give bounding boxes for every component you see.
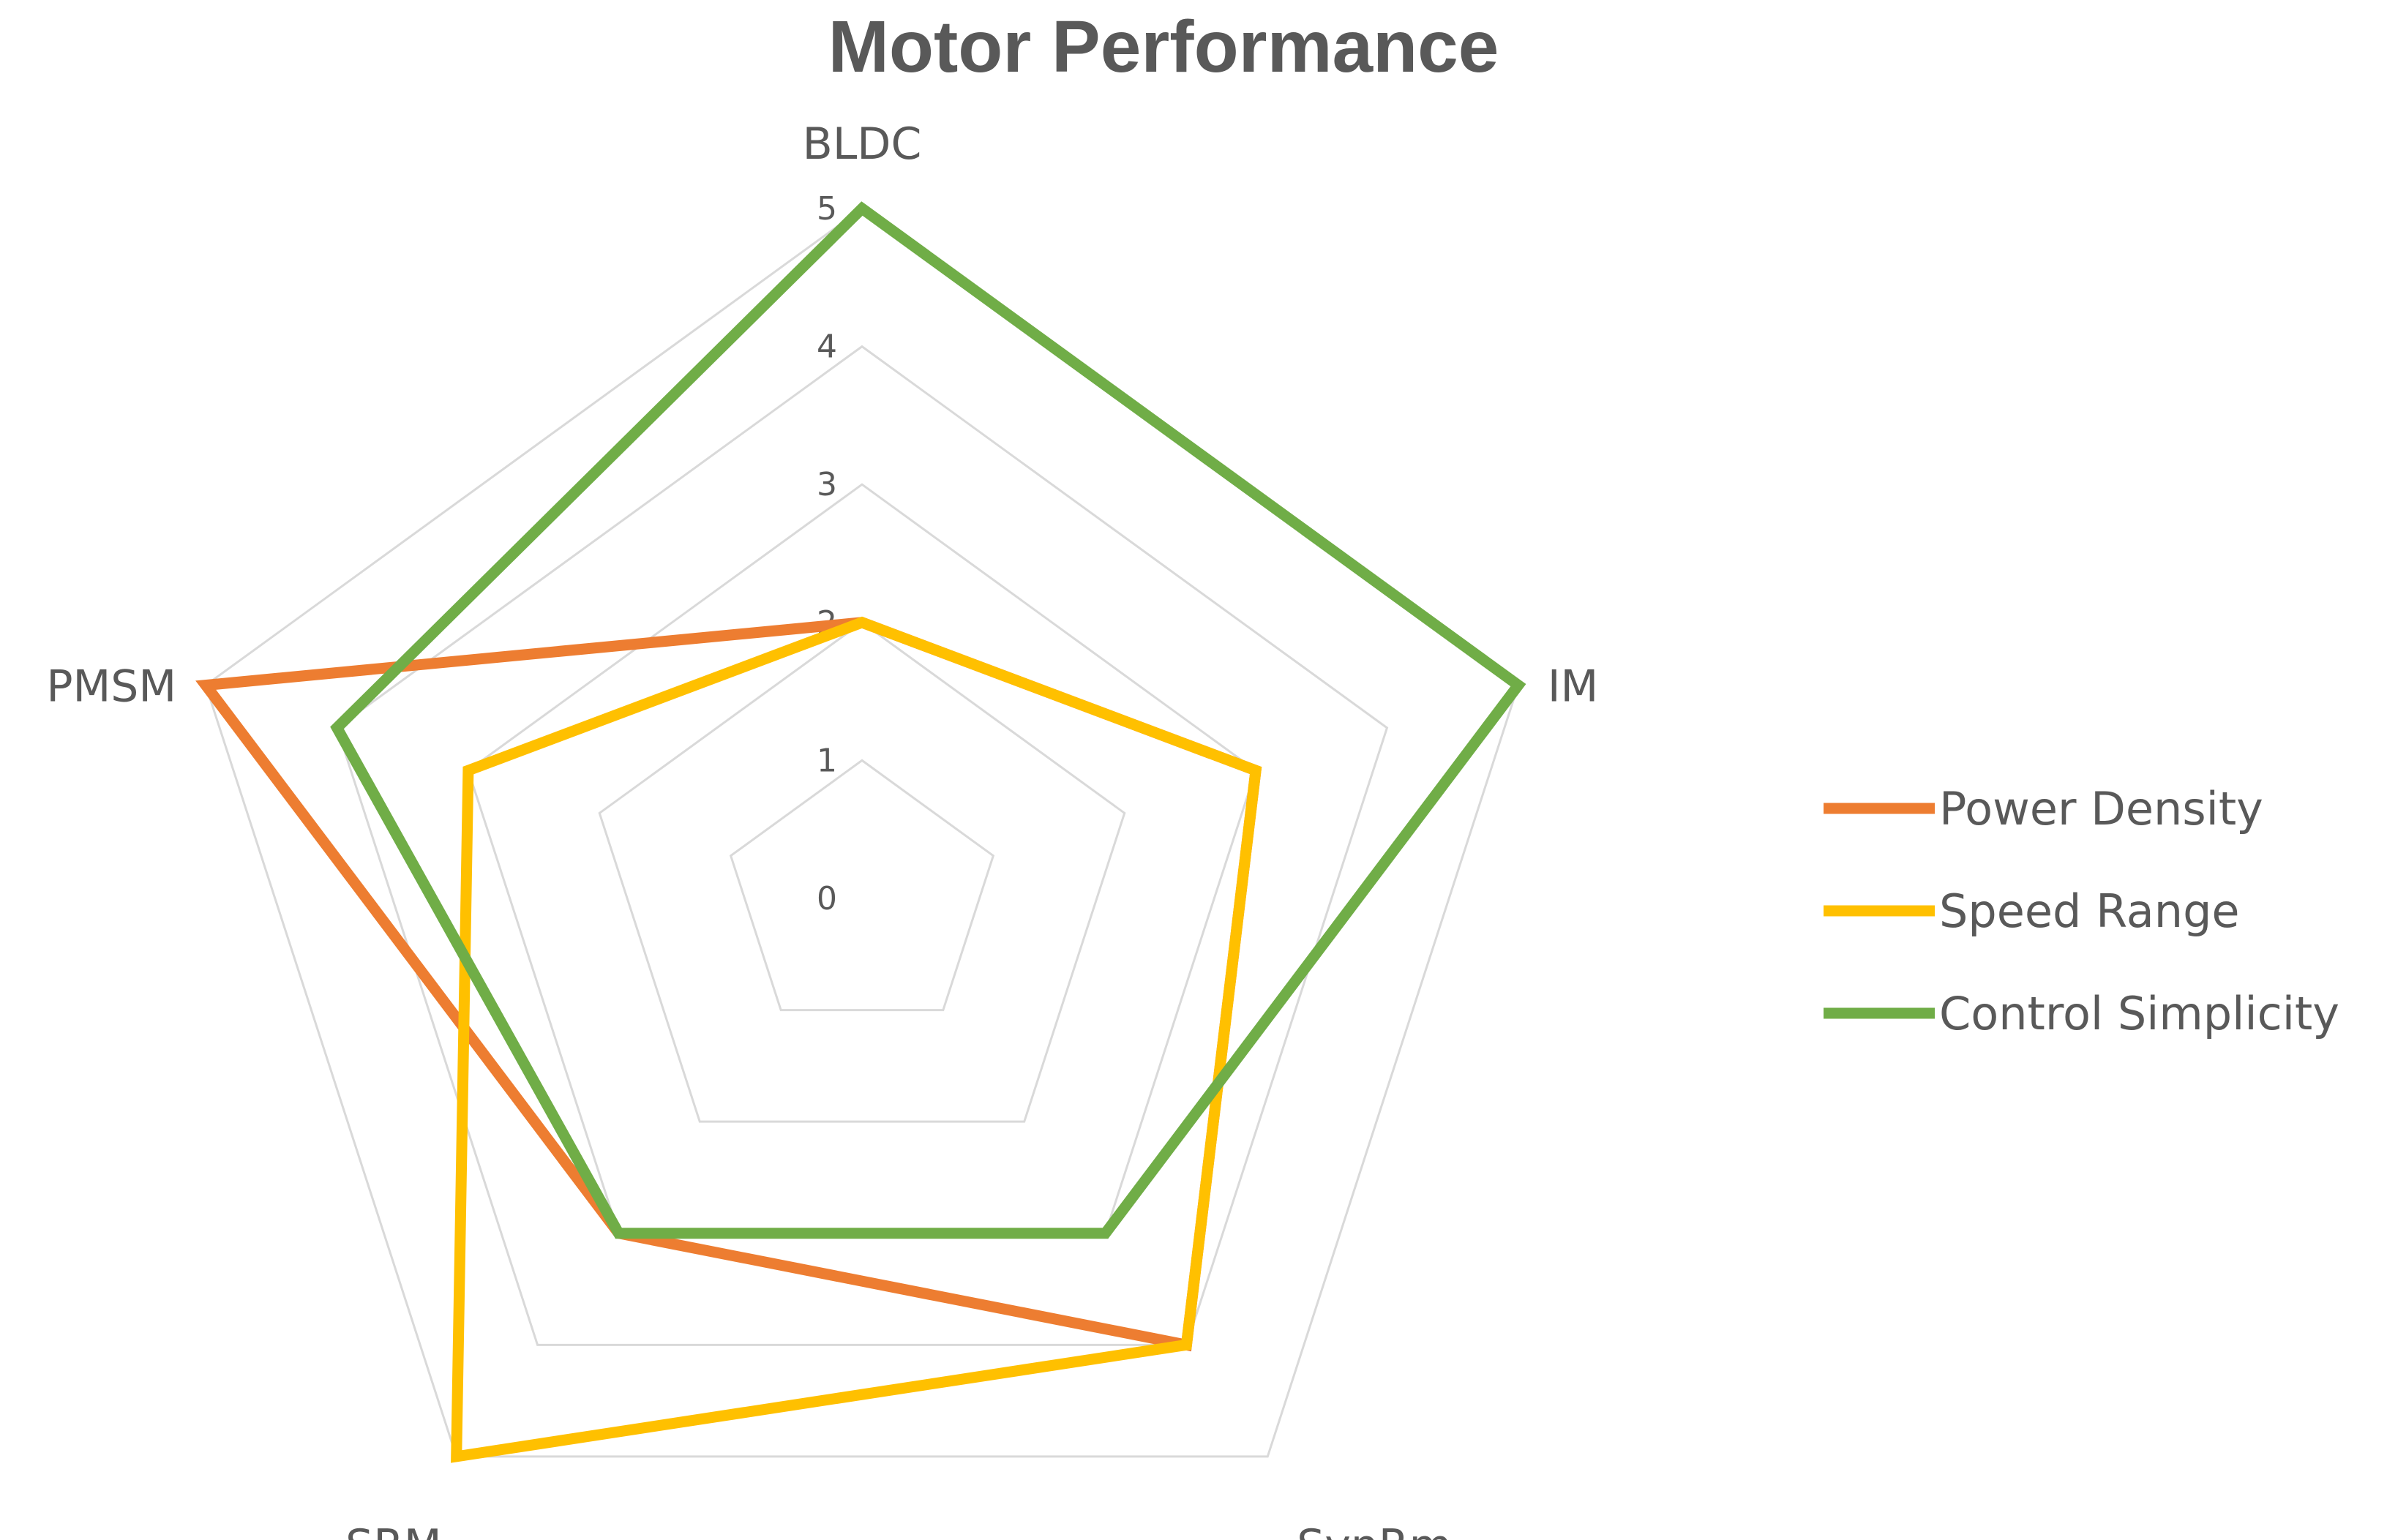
series-line-control-simplicity xyxy=(330,201,1526,1239)
series-layer xyxy=(195,201,1526,1463)
legend: Power Density Speed Range Control Simplici… xyxy=(1824,782,2339,1040)
category-label-synrm: SynRm xyxy=(1297,1520,1452,1540)
category-label-bldc: BLDC xyxy=(803,119,922,170)
grid-ring-2 xyxy=(598,620,1126,1123)
tick-label-4: 4 xyxy=(817,328,837,366)
grid-ring-1 xyxy=(729,759,995,1012)
tick-label-1: 1 xyxy=(817,742,837,779)
grid-ring-5 xyxy=(204,207,1520,1458)
chart-title: Motor Performance xyxy=(828,6,1499,88)
tick-label-5: 5 xyxy=(817,190,837,228)
grid-layer xyxy=(204,207,1520,1458)
grid-ring-4 xyxy=(335,345,1389,1346)
category-label-im: IM xyxy=(1548,661,1598,713)
series-line-speed-range xyxy=(451,616,1262,1463)
category-label-pmsm: PMSM xyxy=(46,661,176,713)
tick-label-0: 0 xyxy=(817,880,837,917)
category-labels: BLDC IM SynRm SRM PMSM xyxy=(46,119,1598,1540)
legend-label-control-simplicity: Control Simplicity xyxy=(1939,987,2339,1040)
tick-label-3: 3 xyxy=(817,466,837,503)
legend-label-power-density: Power Density xyxy=(1939,782,2263,835)
legend-label-speed-range: Speed Range xyxy=(1939,884,2240,938)
category-label-srm: SRM xyxy=(345,1520,442,1540)
